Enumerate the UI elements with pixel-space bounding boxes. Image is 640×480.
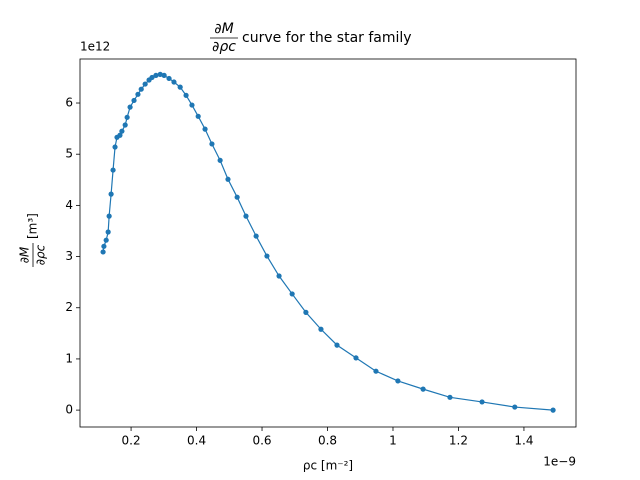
point — [122, 122, 128, 128]
point — [105, 229, 111, 235]
point — [550, 407, 556, 413]
point — [202, 126, 208, 132]
point — [112, 144, 118, 150]
y-label-numerator: ∂M — [18, 246, 32, 263]
point — [253, 233, 259, 239]
point — [161, 72, 167, 78]
title-denominator: ∂ρc — [212, 39, 236, 55]
point — [276, 273, 282, 279]
point — [142, 81, 148, 87]
point — [303, 309, 309, 315]
y-tick-label: 3 — [65, 249, 73, 263]
point — [119, 128, 125, 134]
point — [138, 86, 144, 92]
point — [353, 355, 359, 361]
point — [447, 394, 453, 400]
point — [106, 213, 112, 219]
point — [110, 167, 116, 173]
point — [318, 326, 324, 332]
y-axis-label: ∂M ∂ρc [m³] — [18, 213, 48, 267]
point — [177, 84, 183, 90]
point — [117, 132, 123, 138]
title-numerator: ∂M — [214, 21, 233, 37]
point — [108, 191, 114, 197]
point — [157, 71, 163, 77]
point — [101, 243, 107, 249]
point — [135, 91, 141, 97]
y-offset-label: 1e12 — [80, 40, 110, 54]
point — [171, 79, 177, 85]
x-tick-label: 0.6 — [252, 434, 271, 448]
x-tick-label: 1.2 — [449, 434, 468, 448]
point — [195, 113, 201, 119]
point — [209, 141, 215, 147]
point — [127, 104, 133, 110]
point — [153, 72, 159, 78]
x-tick-label: 1.4 — [514, 434, 533, 448]
point — [479, 399, 485, 405]
point — [124, 114, 130, 120]
x-offset-label: 1e−9 — [543, 455, 576, 469]
point — [131, 97, 137, 104]
y-label-unit: [m³] — [26, 213, 40, 239]
point — [395, 378, 401, 384]
point — [189, 102, 195, 108]
y-tick-label: 6 — [65, 96, 73, 110]
y-tick-label: 4 — [65, 198, 73, 212]
y-tick-label: 2 — [65, 300, 73, 314]
point — [100, 249, 106, 255]
x-tick-label: 0.4 — [187, 434, 206, 448]
point — [225, 176, 231, 182]
point — [289, 291, 295, 297]
x-axis-label: ρc [m⁻²] — [303, 459, 353, 473]
x-tick-label: 0.8 — [318, 434, 337, 448]
x-tick-label: 1 — [389, 434, 397, 448]
point — [264, 253, 270, 259]
chart-title: curve for the star family — [242, 30, 412, 46]
point — [373, 368, 379, 374]
point — [234, 194, 240, 200]
y-label-denominator: ∂ρc — [34, 244, 48, 265]
x-tick-label: 0.2 — [122, 434, 141, 448]
plot-frame — [79, 58, 577, 428]
point — [166, 75, 172, 82]
point — [512, 404, 518, 410]
y-tick-label: 0 — [65, 403, 73, 417]
point — [149, 74, 155, 81]
point — [420, 386, 426, 392]
point — [183, 92, 189, 98]
point — [217, 157, 223, 163]
point — [243, 213, 249, 219]
y-tick-label: 5 — [65, 147, 73, 161]
point — [334, 342, 340, 348]
point — [103, 237, 109, 243]
y-tick-label: 1 — [65, 351, 73, 365]
